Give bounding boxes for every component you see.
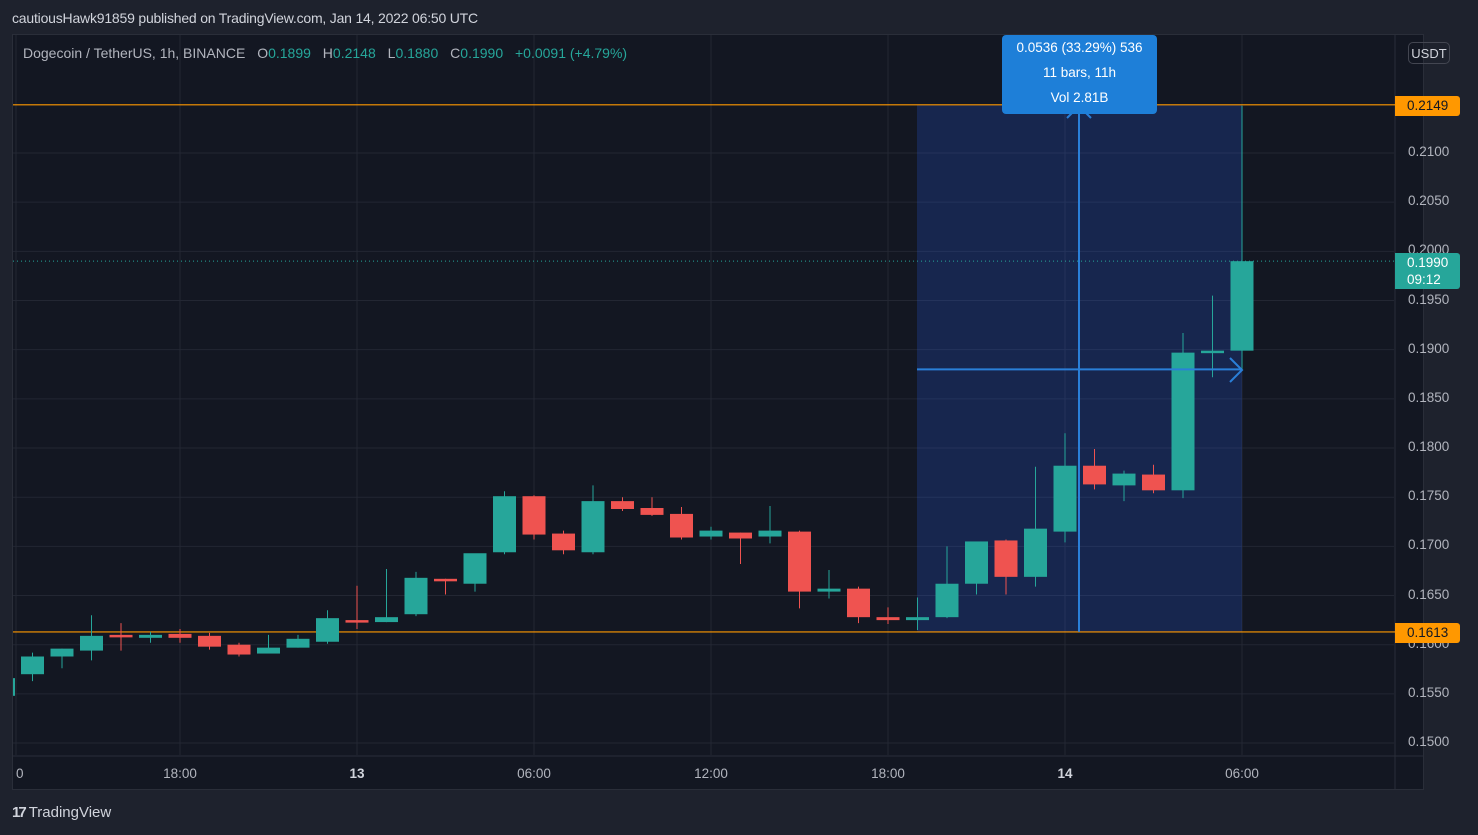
price-tick-label: 0.2050	[1408, 193, 1450, 209]
candle-down	[227, 644, 251, 655]
measure-tooltip: 0.0536 (33.29%) 536 11 bars, 11h Vol 2.8…	[1002, 35, 1157, 114]
time-tick-label: 06:00	[1225, 766, 1259, 781]
candle-up	[1201, 350, 1224, 354]
candle-down	[552, 533, 575, 551]
candle-down	[670, 513, 693, 538]
candle-down	[994, 540, 1018, 577]
measure-change: 0.0536 (33.29%) 536	[1016, 40, 1143, 55]
measure-bars: 11 bars, 11h	[1042, 65, 1117, 80]
low-value: 0.1880	[395, 45, 439, 61]
candle-down	[168, 633, 192, 638]
candle-up	[1053, 465, 1077, 532]
candle-up	[404, 577, 428, 615]
brand-name: TradingView	[28, 804, 112, 821]
candle-up	[1230, 261, 1254, 351]
close-label: C	[450, 45, 461, 61]
candle-up	[581, 501, 605, 553]
candle-down	[611, 501, 634, 509]
candle-up	[286, 638, 310, 648]
candle-up	[257, 647, 280, 654]
candle-down	[788, 531, 811, 592]
price-tick-label: 0.1900	[1408, 340, 1450, 356]
candle-down	[522, 496, 546, 535]
candle-up	[50, 648, 74, 657]
candle-up	[965, 541, 988, 584]
candle-down	[345, 620, 369, 623]
candle-up	[139, 634, 162, 638]
candle-down	[198, 635, 221, 647]
candle-up	[906, 617, 929, 621]
candle-down	[1083, 465, 1106, 485]
price-tick-label: 0.1950	[1408, 291, 1450, 307]
last-price-tag: 0.1990 09:12	[1395, 253, 1460, 289]
candle-up	[699, 530, 723, 537]
chart-legend: Dogecoin / TetherUS, 1h, BINANCE O0.1899…	[23, 45, 627, 61]
time-tick-label: 14	[1057, 766, 1073, 781]
high-value: 0.2148	[332, 45, 376, 61]
last-price: 0.1990	[1407, 255, 1449, 270]
tradingview-brand[interactable]: 17 TradingView	[12, 804, 111, 821]
candle-up	[316, 618, 339, 642]
currency-button[interactable]: USDT	[1408, 42, 1450, 64]
open-value: 0.1899	[268, 45, 311, 61]
low-line-price-tag: 0.1613	[1395, 623, 1460, 643]
time-tick-label: 13	[349, 766, 365, 781]
bar-countdown: 09:12	[1407, 272, 1441, 287]
candle-up	[758, 530, 782, 537]
candle-down	[729, 532, 752, 539]
candle-up	[80, 635, 103, 651]
high-label: H	[322, 45, 333, 61]
symbol-label[interactable]: Dogecoin / TetherUS, 1h, BINANCE	[23, 45, 246, 61]
candle-up	[1112, 473, 1136, 486]
publisher-line: cautiousHawk91859 published on TradingVi…	[12, 10, 478, 26]
price-tick-label: 0.1700	[1408, 537, 1450, 553]
arrow-right-icon	[1229, 357, 1244, 383]
high-line-price-tag: 0.2149	[1395, 96, 1460, 116]
time-tick-label: 18:00	[163, 766, 197, 781]
price-tick-label: 0.1800	[1408, 439, 1450, 455]
time-tick-label: 18:00	[871, 766, 905, 781]
candle-down	[847, 588, 870, 618]
price-tick-label: 0.2100	[1408, 144, 1450, 159]
candle-down	[640, 508, 664, 515]
price-tick-label: 0.1550	[1408, 684, 1450, 700]
change-value: +0.0091 (+4.79%)	[515, 45, 628, 61]
candle-down	[1142, 474, 1165, 491]
candle-up	[375, 617, 398, 623]
price-tick-label: 0.1850	[1408, 389, 1450, 405]
close-value: 0.1990	[460, 45, 504, 61]
tradingview-logo-icon: 17	[12, 804, 27, 821]
candle-up	[1024, 528, 1047, 577]
candle-up	[21, 656, 44, 675]
candle-down	[434, 578, 457, 582]
candle-down	[109, 634, 133, 638]
open-label: O	[257, 45, 269, 61]
time-tick-label: 12:00	[694, 766, 728, 781]
candle-down	[876, 617, 900, 621]
candle-up	[935, 583, 959, 618]
low-label: L	[387, 45, 396, 61]
time-tick-label: 06:00	[517, 766, 551, 781]
time-tick-label: 0	[16, 766, 24, 781]
price-tick-label: 0.1650	[1408, 586, 1450, 602]
candle-up	[817, 588, 841, 592]
price-tick-label: 0.1500	[1408, 734, 1450, 750]
candle-up	[1171, 352, 1195, 491]
measure-volume: Vol 2.81B	[1050, 90, 1109, 105]
price-tick-label: 0.1750	[1408, 488, 1450, 504]
candle-up	[463, 553, 487, 584]
candle-up	[493, 496, 516, 553]
